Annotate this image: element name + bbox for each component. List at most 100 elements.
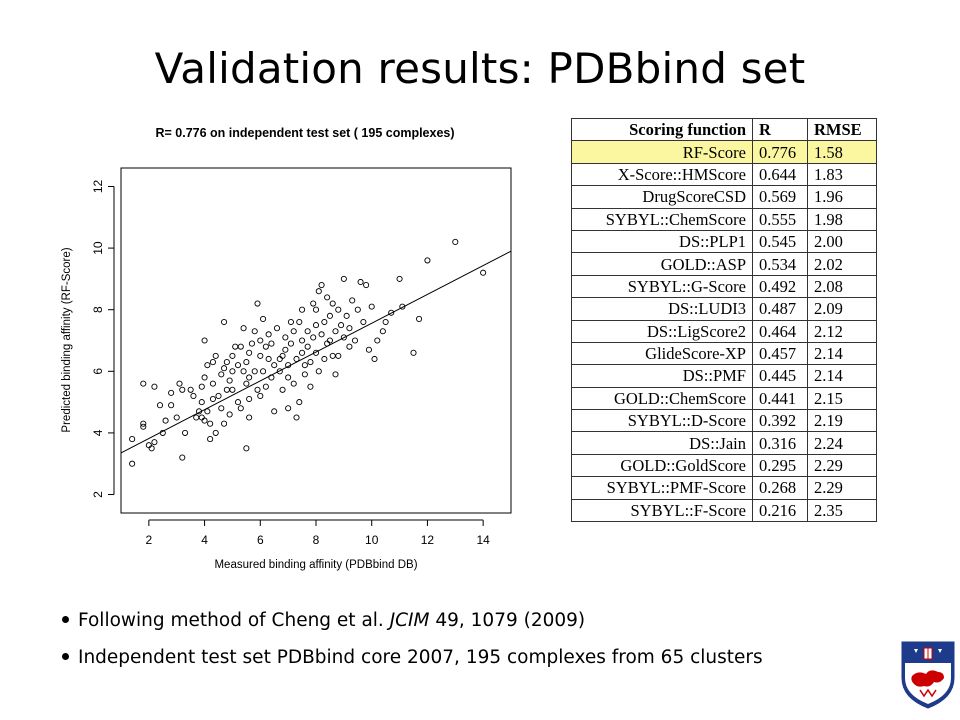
data-point xyxy=(351,337,359,344)
data-point xyxy=(265,331,272,338)
cell-rmse: 2.08 xyxy=(807,274,877,299)
data-point xyxy=(340,275,347,282)
data-point xyxy=(234,399,242,406)
cell-scoring-function: SYBYL::G-Score xyxy=(571,274,753,299)
data-point xyxy=(248,340,255,347)
data-point xyxy=(237,405,244,412)
data-point xyxy=(304,328,311,335)
data-point xyxy=(148,445,155,452)
data-point xyxy=(329,300,336,307)
data-point xyxy=(329,352,336,359)
x-tick-label: 14 xyxy=(476,533,490,547)
data-point xyxy=(209,380,216,387)
table-row: GOLD::ChemScore 0.441 2.15 xyxy=(571,386,877,411)
data-point xyxy=(312,306,320,313)
data-point xyxy=(346,343,353,350)
data-point xyxy=(212,352,219,359)
data-point xyxy=(340,334,347,341)
data-point xyxy=(318,282,325,289)
data-point xyxy=(285,374,292,381)
cell-r: 0.295 xyxy=(752,453,808,478)
y-tick-label: 8 xyxy=(91,306,105,313)
data-point xyxy=(279,352,286,359)
data-point xyxy=(140,420,147,427)
data-point xyxy=(212,429,219,436)
table-row: GlideScore-XP 0.457 2.14 xyxy=(571,341,877,366)
y-tick-label: 2 xyxy=(91,491,105,498)
table-row: DS::PLP1 0.545 2.00 xyxy=(571,229,877,254)
table-row: DS::PMF 0.445 2.14 xyxy=(571,364,877,388)
data-point xyxy=(162,417,169,424)
data-point xyxy=(151,439,158,446)
cell-rmse: 1.98 xyxy=(807,207,877,231)
x-tick-label: 8 xyxy=(313,533,320,547)
cell-scoring-function: SYBYL::ChemScore xyxy=(571,207,753,231)
table-row: SYBYL::ChemScore 0.555 1.98 xyxy=(571,207,877,231)
data-point xyxy=(290,328,297,335)
data-point xyxy=(140,380,147,387)
data-point xyxy=(416,315,423,322)
data-point xyxy=(179,386,186,393)
data-point xyxy=(301,371,308,378)
cell-scoring-function: X-Score::HMScore xyxy=(571,162,753,187)
data-point xyxy=(268,340,275,347)
cell-r: 0.268 xyxy=(752,476,808,500)
data-point xyxy=(246,349,253,356)
cell-r: 0.569 xyxy=(752,185,808,209)
data-point xyxy=(354,306,361,313)
table-row: GOLD::ASP 0.534 2.02 xyxy=(571,252,877,276)
table-row: DS::LUDI3 0.487 2.09 xyxy=(571,297,877,321)
data-point xyxy=(326,312,333,319)
data-point xyxy=(201,374,208,381)
data-point xyxy=(260,315,267,322)
cell-r: 0.644 xyxy=(752,162,808,187)
data-point xyxy=(229,386,236,393)
data-point xyxy=(368,303,375,310)
data-point xyxy=(229,352,236,359)
data-point xyxy=(379,328,386,335)
data-point xyxy=(221,318,228,326)
data-point xyxy=(324,294,331,301)
bullet-list: Following method of Cheng et al. JCIM 49… xyxy=(62,607,763,681)
data-point xyxy=(221,365,228,372)
y-tick-label: 6 xyxy=(91,368,105,375)
data-point xyxy=(168,389,175,396)
data-point xyxy=(257,352,264,359)
data-point xyxy=(343,312,350,319)
data-point xyxy=(221,420,228,427)
x-axis-label: Measured binding affinity (PDBbind DB) xyxy=(214,559,417,571)
cell-scoring-function: GOLD::ChemScore xyxy=(571,386,753,411)
cell-scoring-function: RF-Score xyxy=(571,140,753,164)
chart-title: R= 0.776 on independent test set ( 195 c… xyxy=(155,126,454,140)
data-point xyxy=(240,325,247,332)
data-point xyxy=(251,328,258,335)
data-point xyxy=(287,340,294,347)
data-point xyxy=(338,322,345,329)
cell-rmse: 2.12 xyxy=(807,319,877,343)
data-point xyxy=(260,368,267,375)
data-point xyxy=(243,359,250,366)
cell-scoring-function: SYBYL::D-Score xyxy=(571,409,753,433)
bullet-item: Independent test set PDBbind core 2007, … xyxy=(62,644,763,671)
slide-title: Validation results: PDBbind set xyxy=(154,44,806,93)
data-point xyxy=(279,386,286,393)
cell-rmse: 2.29 xyxy=(807,476,877,500)
cell-r: 0.534 xyxy=(752,252,808,276)
data-point xyxy=(173,414,180,421)
data-point xyxy=(268,374,275,381)
data-points xyxy=(129,238,487,467)
data-point xyxy=(287,318,294,326)
cell-r: 0.555 xyxy=(752,207,808,231)
data-point xyxy=(140,423,147,430)
data-point xyxy=(223,359,230,366)
data-point xyxy=(410,349,417,356)
cell-r: 0.441 xyxy=(752,386,808,411)
cell-rmse: 2.19 xyxy=(807,409,877,433)
y-axis: 2 4 6 8 10 12 xyxy=(91,179,115,498)
data-point xyxy=(182,429,189,436)
cell-rmse: 2.14 xyxy=(807,341,877,366)
data-point xyxy=(254,386,261,393)
data-point xyxy=(318,331,325,338)
data-point xyxy=(254,300,261,307)
data-point xyxy=(179,454,186,461)
